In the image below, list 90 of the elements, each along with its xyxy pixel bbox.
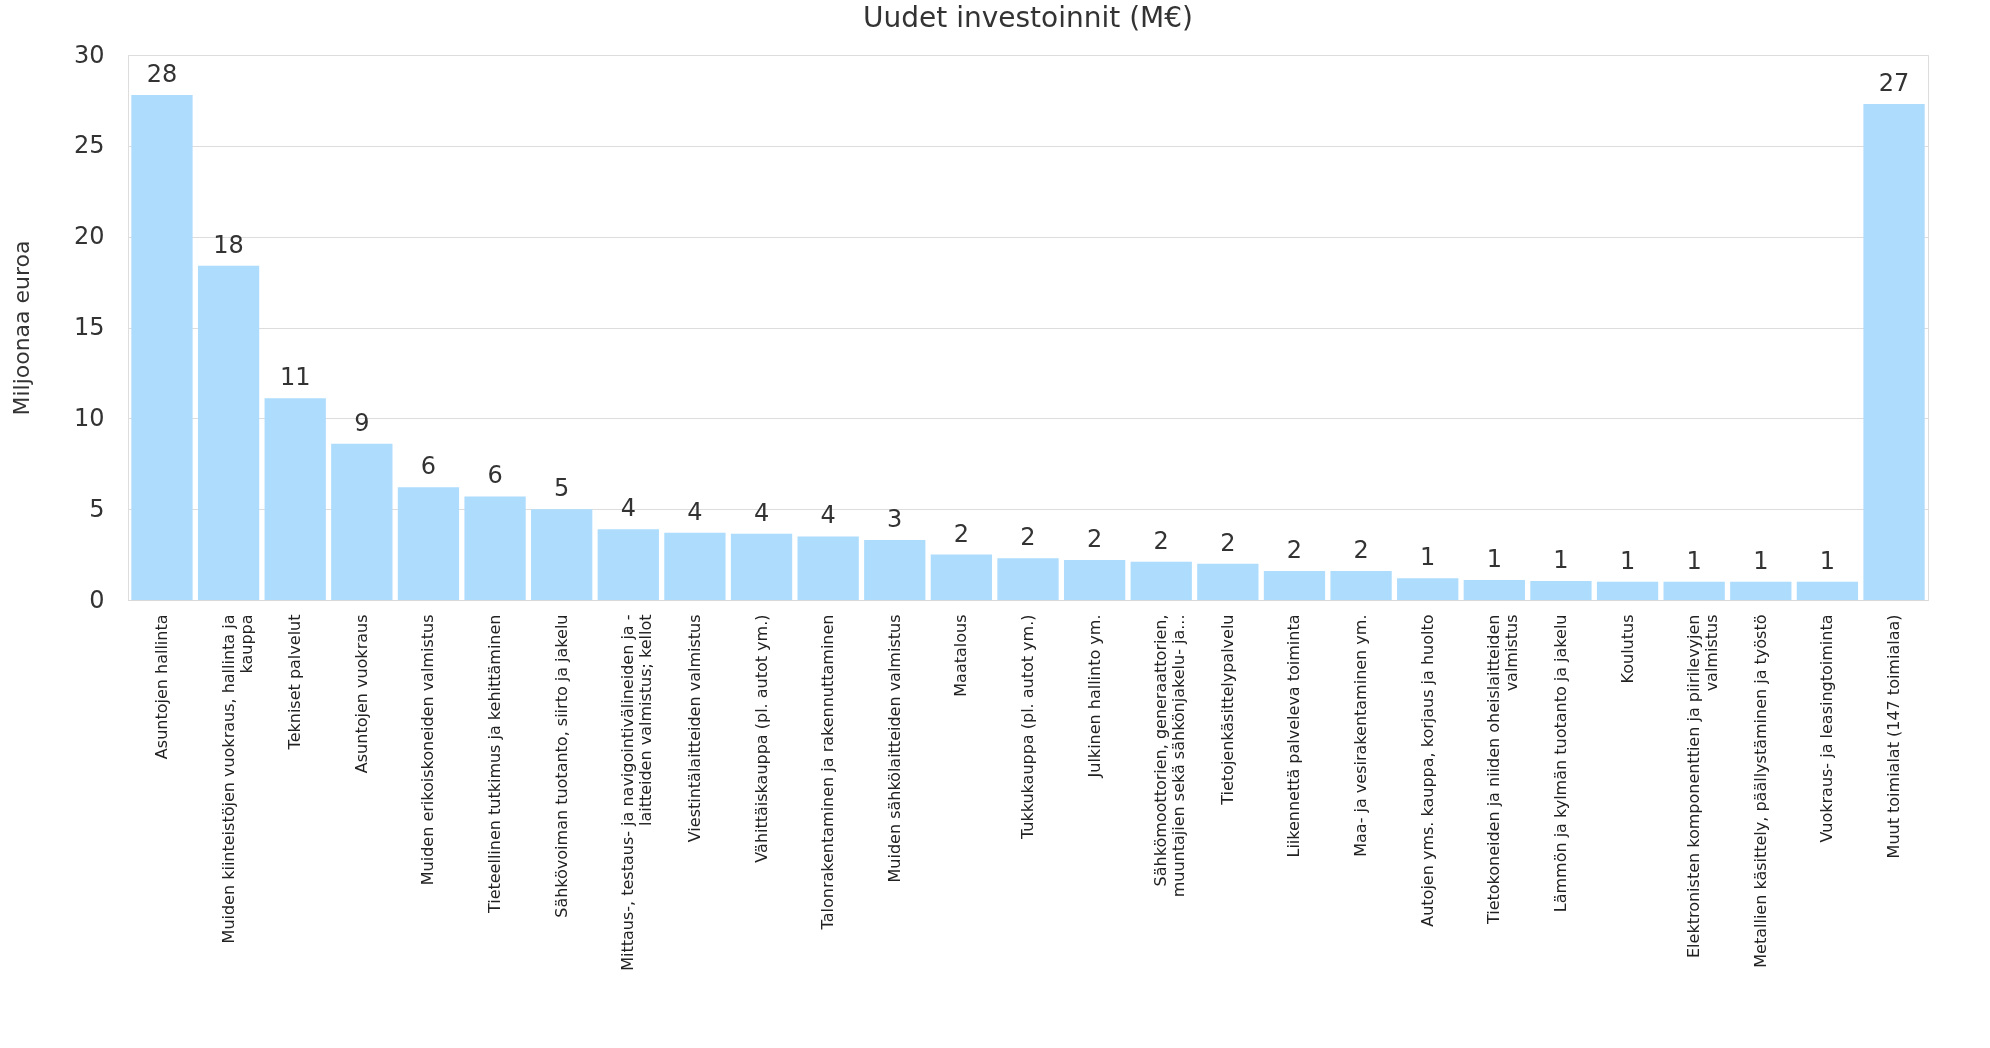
bar (1796, 581, 1859, 600)
y-tick-label: 10 (73, 403, 105, 432)
data-label: 1 (1420, 543, 1436, 572)
data-label: 4 (753, 498, 770, 527)
data-label: 5 (554, 474, 570, 503)
bar (464, 496, 526, 600)
x-tick-label: Tieteellinen tutkimus ja kehittäminen (485, 614, 505, 915)
data-label: 2 (953, 519, 970, 548)
data-label: 4 (820, 501, 836, 530)
x-tick-label: Sähkömoottorien, generaattorien, muuntajien sekä sähkönjakelu- ja... (1151, 614, 1189, 898)
data-label: 18 (213, 230, 244, 259)
bar (1063, 560, 1126, 600)
data-label: 6 (420, 452, 437, 481)
data-label: 2 (1086, 525, 1103, 554)
bar (397, 487, 460, 600)
bar (730, 533, 793, 600)
bar (1730, 581, 1792, 600)
data-label: 1 (1486, 545, 1502, 574)
bar (997, 558, 1059, 600)
bar (531, 509, 593, 600)
bar (664, 532, 726, 600)
chart-title: Uudet investoinnit (M€) (863, 1, 1193, 34)
data-label: 2 (1020, 523, 1036, 552)
bar (331, 443, 393, 600)
bar (1530, 580, 1592, 600)
x-tick-label: Mittaus-, testaus- ja navigointivälineiden ja - laitteiden valmistus; kellot (618, 614, 656, 971)
y-tick-label: 20 (73, 222, 105, 251)
x-tick-label: Maatalous (951, 614, 971, 697)
bar (1197, 563, 1259, 600)
data-label: 9 (354, 408, 370, 437)
x-tick-label: Autojen yms. kauppa, korjaus ja huolto (1417, 614, 1437, 927)
bar (197, 265, 260, 600)
bar (1330, 570, 1392, 600)
bar (1863, 104, 1925, 600)
data-label: 11 (279, 363, 311, 392)
x-tick-label: Viestintälaitteiden valmistus (684, 614, 704, 843)
bar (1596, 581, 1659, 600)
bar (930, 554, 993, 600)
bar (1263, 570, 1326, 600)
data-label: 1 (1753, 546, 1769, 575)
data-label: 1 (1619, 546, 1636, 575)
x-tick-label: Maa- ja vesirakentaminen ym. (1351, 614, 1371, 857)
x-tick-label: Muiden kiinteistöjen vuokraus, hallinta ja kauppa (218, 614, 256, 944)
x-tick-label: Lämmön ja kylmän tuotanto ja jakelu (1550, 614, 1570, 913)
x-tick-label: Sähkövoiman tuotanto, siirto ja jakelu (551, 614, 571, 918)
data-label: 3 (887, 505, 903, 534)
y-axis-title: Miljoonaa euroa (8, 240, 34, 416)
data-label: 2 (1286, 535, 1303, 564)
y-tick-label: 5 (89, 494, 105, 523)
bar (1397, 578, 1459, 600)
bar (1130, 561, 1192, 600)
x-tick-label: Muiden erikoiskoneiden valmistus (418, 614, 438, 886)
x-tick-label: Asuntojen hallinta (151, 614, 171, 760)
x-tick-label: Tietokoneiden ja niiden oheislaitteiden valmistus (1484, 614, 1522, 926)
x-tick-label: Muiden sähkölaitteiden valmistus (884, 614, 904, 883)
data-label: 2 (1353, 535, 1369, 564)
y-tick-label: 30 (73, 40, 105, 69)
bar (1463, 580, 1525, 600)
x-tick-label: Metallien käsittely, päällystäminen ja työstö (1750, 614, 1770, 968)
y-tick-label: 15 (73, 313, 105, 341)
x-tick-label: Liikennettä palveleva toiminta (1284, 614, 1304, 858)
x-tick-label: Julkinen hallinto ym. (1084, 614, 1104, 779)
y-tick-label: 0 (89, 585, 105, 614)
x-tick-label: Tietojenkäsittelypalvelu (1217, 614, 1237, 806)
x-tick-label: Elektronisten komponenttien ja piirilevyjen valmistus (1684, 614, 1722, 958)
x-tick-label: Talonrakentaminen ja rakennuttaminen (818, 614, 838, 931)
data-label: 28 (146, 59, 178, 88)
x-tick-label: Koulutus (1617, 614, 1637, 684)
x-tick-label: Asuntojen vuokraus (351, 614, 371, 774)
bar (797, 536, 859, 600)
data-label: 1 (1553, 545, 1569, 574)
data-label: 2 (1153, 526, 1169, 555)
data-label: 1 (1819, 546, 1836, 575)
data-label: 27 (1878, 69, 1910, 98)
x-tick-label: Vuokraus- ja leasingtoiminta (1817, 614, 1837, 843)
x-tick-label: Tukkukauppa (pl. autot ym.) (1018, 614, 1037, 841)
bar (131, 94, 193, 600)
bar (1663, 581, 1725, 600)
data-label: 4 (620, 494, 636, 523)
data-label: 2 (1220, 528, 1236, 557)
x-tick-label: Muut toimialat (147 toimialaa) (1884, 614, 1904, 859)
x-tick-label: Vähittäiskauppa (pl. autot ym.) (751, 614, 771, 863)
data-label: 4 (687, 497, 703, 526)
bar (597, 529, 659, 600)
x-tick-label: Tekniset palvelut (285, 614, 305, 751)
y-tick-label: 25 (73, 131, 105, 160)
bar (264, 398, 326, 600)
bar (864, 540, 926, 600)
data-label: 1 (1686, 546, 1702, 575)
data-label: 6 (487, 461, 503, 490)
